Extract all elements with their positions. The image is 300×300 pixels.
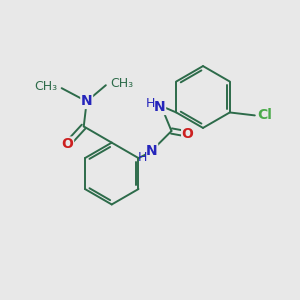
Text: CH₃: CH₃ — [34, 80, 57, 93]
Text: N: N — [154, 100, 166, 115]
Text: O: O — [61, 137, 74, 151]
Text: N: N — [146, 144, 158, 158]
Text: CH₃: CH₃ — [110, 77, 134, 90]
Text: Cl: Cl — [258, 108, 273, 122]
Text: H: H — [137, 151, 147, 164]
Text: H: H — [146, 97, 156, 110]
Text: O: O — [182, 127, 194, 141]
Text: N: N — [81, 94, 92, 108]
